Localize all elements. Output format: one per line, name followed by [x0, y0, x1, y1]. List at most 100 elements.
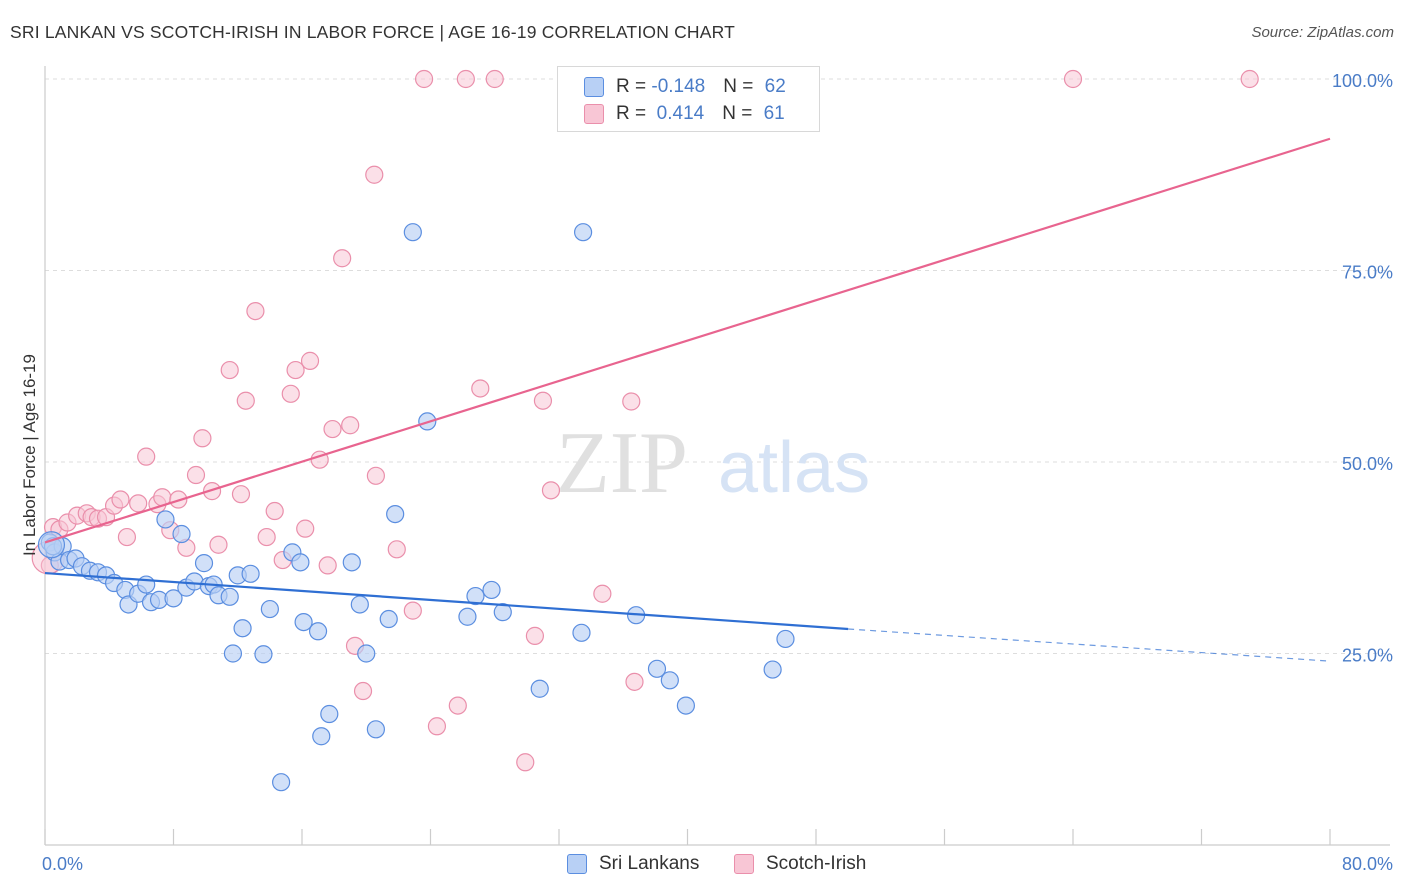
scotch-irish-point	[236, 391, 255, 410]
sri-lankans-swatch	[567, 854, 587, 874]
scotch-irish-point	[300, 351, 320, 370]
scotch-irish-point	[231, 485, 251, 504]
sri-lankan-point	[254, 645, 273, 664]
sri-lankan-point	[342, 553, 361, 572]
y-axis-label: In Labor Force | Age 16-19	[20, 354, 39, 556]
scotch-irish-point	[246, 301, 265, 321]
scotch-irish-point	[448, 696, 467, 715]
scotch-irish-point	[353, 681, 373, 701]
sri-lankan-point	[776, 629, 795, 649]
watermark: ZIP atlas	[556, 415, 870, 512]
sri-lankan-point	[241, 564, 260, 583]
scotch-irish-point	[403, 601, 422, 620]
scotch-irish-trend-line	[44, 137, 1331, 544]
scotch-irish-point	[257, 527, 276, 547]
x-tick-label: 80.0%	[1342, 854, 1393, 874]
r-label: R =	[616, 103, 652, 124]
scotch-irish-point	[593, 584, 612, 603]
scotch-irish-point	[193, 429, 212, 448]
scotch-irish-point	[366, 466, 385, 485]
sri-lankan-point	[403, 223, 422, 242]
y-tick-label: 100.0%	[1332, 71, 1393, 91]
sri-lankan-point	[312, 727, 331, 746]
scotch-irish-point	[333, 249, 352, 268]
scotch-irish-point	[541, 481, 561, 500]
scotch-irish-point	[202, 482, 222, 501]
sri-lankan-point	[660, 671, 679, 690]
n-label: N =	[723, 76, 759, 97]
sri-lankan-point	[572, 623, 591, 642]
scotch-irish-swatch	[584, 104, 604, 124]
sri-lankan-point	[260, 599, 279, 619]
legend-row-scotch-irish: R = 0.414 N = 61	[584, 101, 785, 127]
scotch-irish-point	[286, 360, 305, 380]
sri-lankan-point	[308, 622, 328, 641]
scotch-irish-point	[456, 69, 475, 89]
scotch-irish-point	[117, 527, 137, 547]
tick-labels: 25.0% 50.0% 75.0% 100.0% 0.0% 80.0%	[42, 71, 1393, 874]
scotch-irish-point	[1240, 69, 1259, 89]
r-value: 0.414	[651, 103, 705, 124]
legend-label: Sri Lankans	[599, 853, 700, 874]
scotch-irish-point	[111, 490, 130, 509]
scotch-irish-point	[129, 494, 148, 513]
sri-lankan-point	[291, 553, 310, 572]
sri-lankan-point	[573, 223, 593, 242]
scotch-irish-point	[296, 519, 315, 538]
legend-item-scotch-irish: Scotch-Irish	[734, 851, 866, 877]
scotch-irish-swatch	[734, 854, 754, 874]
n-value: 61	[763, 103, 785, 124]
scotch-irish-point	[525, 626, 545, 645]
sri-lankan-point	[458, 607, 477, 626]
sri-lankan-point	[272, 773, 291, 792]
sri-lankan-point	[530, 679, 549, 698]
scotch-irish-point	[471, 379, 490, 398]
scotch-irish-point	[387, 540, 406, 559]
sri-lankan-point	[223, 644, 243, 663]
r-value: -0.148	[651, 76, 706, 97]
sri-lankan-point	[386, 504, 405, 524]
sri-lankan-point	[233, 619, 252, 638]
scotch-irish-point	[209, 535, 228, 554]
scotch-irish-point	[318, 556, 337, 575]
r-label: R =	[616, 76, 652, 97]
sri-lankan-point	[164, 589, 183, 608]
sri-lankan-point	[194, 554, 214, 573]
sri-lankan-point	[493, 603, 512, 622]
legend-item-sri-lankans: Sri Lankans	[567, 851, 699, 877]
scotch-irish-point	[186, 465, 206, 485]
sri-lankan-point	[357, 644, 376, 663]
scotch-irish-point	[485, 69, 504, 89]
watermark-atlas: atlas	[718, 428, 870, 508]
sri-lankan-point	[350, 595, 369, 614]
sri-lankan-point	[320, 704, 339, 724]
sri-lankan-trend-extension	[848, 628, 1331, 662]
stats-legend: R = -0.148 N = 62 R = 0.414 N = 61	[557, 66, 820, 132]
sri-lankan-point	[172, 524, 191, 544]
sri-lankan-point	[379, 609, 398, 629]
sri-lankan-point	[220, 587, 239, 606]
scotch-irish-point	[265, 501, 284, 521]
scotch-irish-point	[414, 69, 434, 89]
source-label: Source: ZipAtlas.com	[1251, 24, 1394, 41]
scotch-irish-point	[137, 447, 156, 466]
scotch-irish-point	[516, 753, 535, 772]
watermark-zip: ZIP	[556, 415, 688, 512]
sri-lankan-point	[676, 696, 695, 715]
n-value: 62	[764, 76, 786, 97]
scotch-irish-point	[323, 419, 342, 439]
sri-lankan-point	[156, 510, 175, 529]
legend-row-sri-lankans: R = -0.148 N = 62	[584, 74, 786, 100]
sri-lankan-point	[37, 531, 66, 559]
y-tick-label: 75.0%	[1342, 263, 1393, 283]
sri-lankan-point	[466, 586, 485, 606]
sri-lankan-points	[37, 223, 795, 792]
scotch-irish-point	[341, 416, 360, 435]
sri-lankan-point	[294, 612, 313, 632]
axes	[44, 66, 1390, 846]
scotch-irish-point	[622, 392, 641, 411]
scotch-irish-point	[365, 165, 384, 184]
sri-lankan-point	[366, 720, 385, 739]
sri-lankans-swatch	[584, 77, 604, 97]
